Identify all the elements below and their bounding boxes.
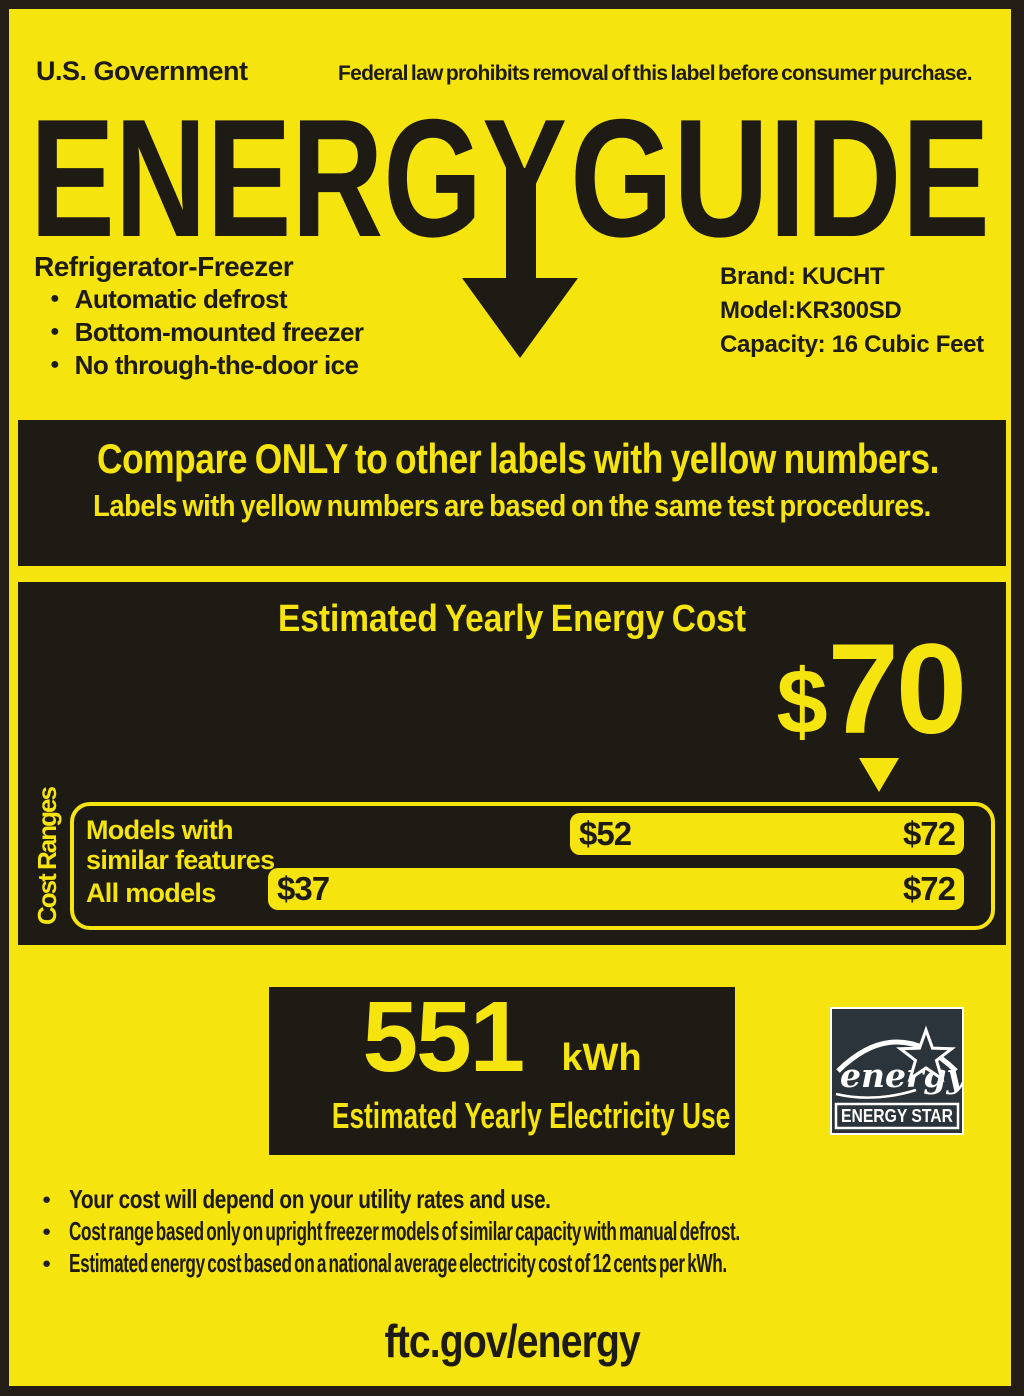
wordmark-guide: GUIDE <box>570 100 990 272</box>
note-text: Your cost will depend on your utility ra… <box>69 1183 551 1214</box>
energy-star-caption: ENERGY STAR <box>841 1106 953 1126</box>
compare-banner-line1: Compare ONLY to other labels with yellow… <box>97 435 940 482</box>
range-min-value: $52 <box>579 815 632 852</box>
all-models-label: All models <box>86 878 216 908</box>
similar-models-label-line2: similar features <box>86 845 275 875</box>
bullet-icon: ● <box>50 323 60 340</box>
us-government-text: U.S. Government <box>36 56 248 86</box>
brand-line: Brand: KUCHT <box>720 263 885 290</box>
list-item: ● Cost range based only on upright freez… <box>42 1215 1024 1246</box>
similar-models-range-bar: $52 $72 <box>570 813 964 855</box>
electricity-use-section: 551 kWh Estimated Yearly Electricity Use <box>269 987 735 1155</box>
kwh-value: 551 <box>362 981 525 1093</box>
federal-notice-text: Federal law prohibits removal of this la… <box>338 62 973 85</box>
list-item: ● No through-the-door ice <box>50 350 363 380</box>
bullet-icon: ● <box>50 356 60 373</box>
energy-star-caption-box <box>834 1102 960 1130</box>
energy-star-logo: energy ENERGY STAR <box>830 1007 964 1135</box>
capacity-line: Capacity: 16 Cubic Feet <box>720 331 984 358</box>
brand-info: Brand: KUCHT Model:KR300SD Capacity: 16 … <box>720 260 984 362</box>
list-item: ● Automatic defrost <box>50 284 363 314</box>
star-icon <box>896 1025 956 1083</box>
feature-text: Bottom-mounted freezer <box>74 316 364 347</box>
compare-banner-line2: Labels with yellow numbers are based on … <box>93 488 931 523</box>
bullet-icon: ● <box>42 1190 52 1208</box>
note-text: Estimated energy cost based on a nationa… <box>69 1247 727 1278</box>
list-item: ● Bottom-mounted freezer <box>50 316 364 347</box>
bullet-icon: ● <box>42 1222 52 1240</box>
list-item: ● Estimated energy cost based on a natio… <box>42 1247 1024 1278</box>
model-line: Model:KR300SD <box>720 297 902 324</box>
energy-star-script: energy <box>840 1056 964 1095</box>
list-item: ● Your cost will depend on your utility … <box>42 1183 1024 1214</box>
compare-banner: Compare ONLY to other labels with yellow… <box>18 420 1006 566</box>
range-max-value: $72 <box>902 815 956 852</box>
product-features: Refrigerator-Freezer ● Automatic defrost… <box>34 251 364 380</box>
similar-models-label-line1: Models with <box>86 815 234 845</box>
footnotes: ● Your cost will depend on your utility … <box>42 1183 1024 1282</box>
ftc-url-text: ftc.gov/energy <box>384 1315 640 1367</box>
cost-section-title: Estimated Yearly Energy Cost <box>277 598 747 640</box>
range-max-value: $72 <box>902 870 956 907</box>
electricity-use-caption: Estimated Yearly Electricity Use <box>331 1095 731 1136</box>
electricity-use-value-row: 551 kWh <box>269 987 735 1087</box>
cost-range-box: Models with similar features $52 $72 All… <box>70 802 995 930</box>
range-min-value: $37 <box>277 870 330 907</box>
similar-models-label: Models with similar features <box>86 815 275 875</box>
note-text: Cost range based only on upright freezer… <box>69 1215 740 1246</box>
feature-text: Automatic defrost <box>74 283 288 314</box>
estimated-yearly-cost-value: $70 <box>776 626 967 754</box>
cost-ranges-axis-label: Cost Ranges <box>32 788 62 925</box>
cost-pointer-triangle-icon <box>859 758 899 792</box>
kwh-unit: kWh <box>561 1037 642 1079</box>
energy-star-swash <box>835 1088 917 1099</box>
energy-star-arc <box>836 1039 958 1073</box>
bullet-icon: ● <box>42 1254 52 1272</box>
down-arrow-stem <box>506 168 536 282</box>
product-category: Refrigerator-Freezer <box>34 251 294 282</box>
down-arrow-icon <box>462 278 578 358</box>
cost-amount: 70 <box>827 618 967 761</box>
energyguide-wordmark: ENERGY GUIDE <box>30 100 990 358</box>
feature-text: No through-the-door ice <box>74 349 359 380</box>
footer: ftc.gov/energy <box>0 1314 1024 1368</box>
all-models-range-bar: $37 $72 <box>268 868 964 910</box>
yearly-energy-cost-section: Estimated Yearly Energy Cost $70 Cost Ra… <box>18 582 1006 945</box>
cost-currency: $ <box>776 651 828 753</box>
bullet-icon: ● <box>50 290 60 307</box>
wordmark-energy: ENERGY <box>30 100 567 272</box>
